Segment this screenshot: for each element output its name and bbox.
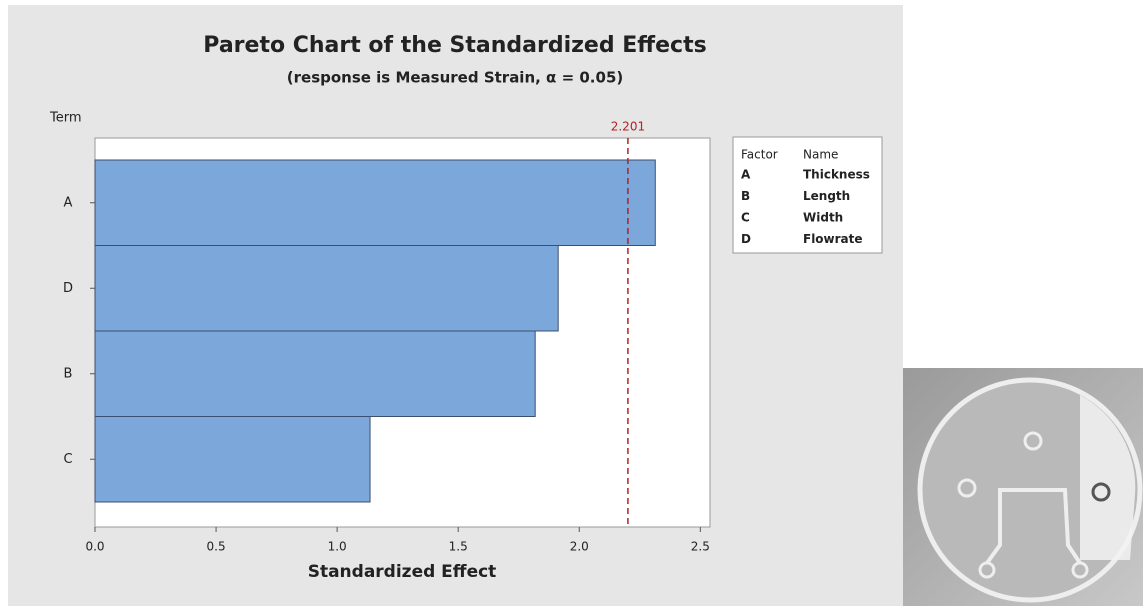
y-axis-label: Term xyxy=(49,111,82,126)
bar xyxy=(94,330,536,417)
legend-cell: Length xyxy=(803,189,850,203)
x-tick-label: 2.0 xyxy=(570,540,589,554)
reflection xyxy=(1080,395,1136,560)
legend-cell: D xyxy=(741,232,751,246)
channel xyxy=(985,488,1082,565)
y-tick-label: A xyxy=(64,195,73,210)
legend-header: Factor xyxy=(741,148,778,162)
x-tick-label: 1.0 xyxy=(328,540,347,554)
legend-header: Name xyxy=(803,148,838,162)
y-tick-label: C xyxy=(63,452,72,467)
port xyxy=(1091,482,1111,502)
x-axis-label: Standardized Effect xyxy=(308,562,497,582)
legend-cell: Flowrate xyxy=(803,232,863,246)
bar xyxy=(94,245,559,332)
port xyxy=(957,478,977,498)
x-tick-label: 1.5 xyxy=(449,540,468,554)
x-tick-label: 2.5 xyxy=(691,540,710,554)
legend-cell: Thickness xyxy=(803,168,870,182)
bar xyxy=(94,159,656,246)
bar xyxy=(94,416,371,503)
reference-label: 2.201 xyxy=(611,120,645,134)
legend-cell: Width xyxy=(803,211,843,225)
chart-title: Pareto Chart of the Standardized Effects xyxy=(203,33,706,58)
y-tick-label: B xyxy=(64,366,73,381)
photo xyxy=(903,368,1143,606)
legend-cell: B xyxy=(741,189,750,203)
legend-cell: C xyxy=(741,211,750,225)
legend-box xyxy=(732,136,883,254)
port xyxy=(1023,431,1043,451)
y-tick-label: D xyxy=(63,281,73,296)
legend: Factor Name A Thickness B Length C Width D Flowra… xyxy=(732,136,883,254)
x-tick-label: 0.5 xyxy=(207,540,226,554)
chart-subtitle: (response is Measured Strain, α = 0.05) xyxy=(287,69,623,87)
x-tick-label: 0.0 xyxy=(85,540,104,554)
legend-cell: A xyxy=(741,168,751,182)
